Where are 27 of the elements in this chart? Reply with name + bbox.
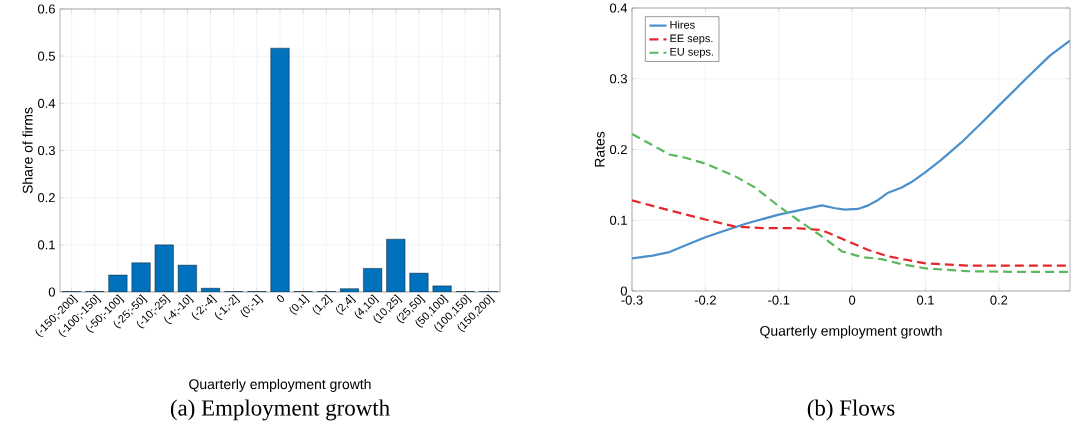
y-tick-label: 0.4 xyxy=(37,98,56,108)
y-tick-label: 0.3 xyxy=(37,145,55,156)
x-tick-label: -0.1 xyxy=(768,295,790,305)
legend-label: Hires xyxy=(670,20,695,29)
y-axis-title: Rates xyxy=(594,131,605,167)
x-axis-title: Quarterly employment growth xyxy=(189,378,371,392)
y-tick-label: 0.1 xyxy=(609,215,627,225)
x-tick-label: 0.2 xyxy=(990,295,1008,305)
y-tick-label: 0.2 xyxy=(609,144,627,155)
x-tick-label: -0.3 xyxy=(621,295,643,305)
y-tick-label: 0.2 xyxy=(37,193,55,203)
text: (a) Employment growth xyxy=(170,399,390,421)
text: (b) Flows xyxy=(807,399,895,421)
x-tick-label: 0 xyxy=(849,295,856,305)
x-tick-label: 0.1 xyxy=(916,295,934,305)
y-tick-label: 0.6 xyxy=(37,4,55,14)
legend-label: EE seps. xyxy=(670,34,713,45)
x-tick-label: 0 xyxy=(277,295,285,303)
y-tick-label: 0.1 xyxy=(37,240,55,250)
y-tick-label: 0.4 xyxy=(609,3,628,13)
y-axis-title: Share of firms xyxy=(22,107,33,194)
y-tick-label: 0.5 xyxy=(37,51,55,61)
y-tick-label: 0 xyxy=(620,286,627,296)
x-tick-label: -0.2 xyxy=(694,295,716,305)
x-axis-title: Quarterly employment growth xyxy=(760,325,942,339)
y-tick-label: 0.3 xyxy=(609,74,627,84)
legend-label: EU seps. xyxy=(670,48,713,58)
